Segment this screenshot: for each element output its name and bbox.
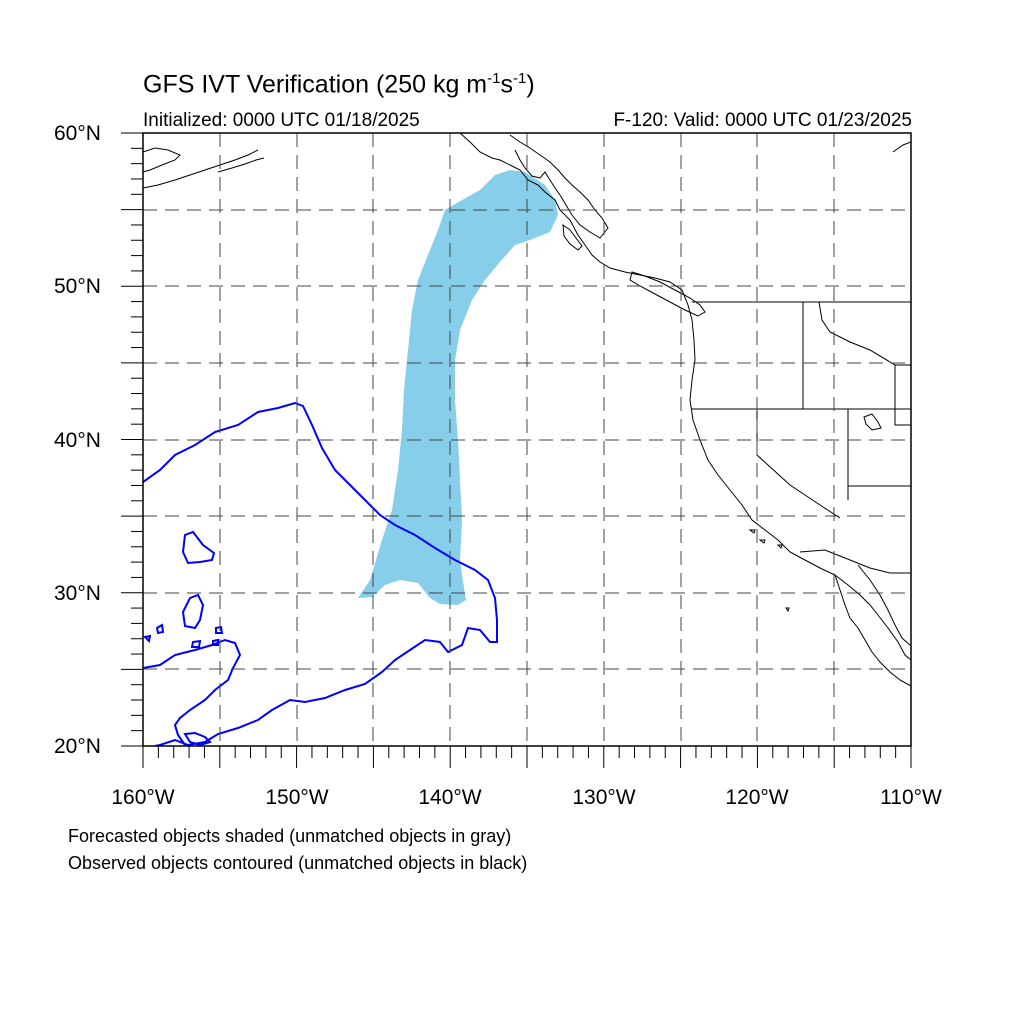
lat-label-40n: 40°N <box>54 429 101 452</box>
alaska-peninsula-coast <box>143 147 265 189</box>
lat-label-50n: 50°N <box>54 275 101 298</box>
observed-ivt-object <box>181 530 216 565</box>
observed-ivt-object <box>143 623 224 746</box>
gulf-of-california-coast <box>857 564 911 647</box>
observed-ivt-object <box>181 593 205 630</box>
observed-ivt-object <box>143 401 498 746</box>
graticule <box>143 133 911 746</box>
forecast-ivt-object <box>358 170 558 605</box>
lon-label-110w: 110°W <box>880 786 942 809</box>
lon-label-150w: 150°W <box>265 786 329 809</box>
vancouver-island <box>629 271 706 317</box>
lat-label-20n: 20°N <box>54 735 101 758</box>
state-borders <box>692 301 911 574</box>
lat-label-30n: 30°N <box>54 582 101 605</box>
north-america-coastline <box>459 133 911 661</box>
observed-legend-note: Observed objects contoured (unmatched ob… <box>68 853 528 873</box>
axis-ticks <box>121 132 912 768</box>
baja-coastline <box>834 574 911 687</box>
lon-label-130w: 130°W <box>572 786 636 809</box>
forecast-legend-note: Forecasted objects shaded (unmatched obj… <box>68 826 512 846</box>
lat-label-60n: 60°N <box>54 122 101 145</box>
initialized-time: Initialized: 0000 UTC 01/18/2025 <box>143 110 420 131</box>
lon-label-160w: 160°W <box>111 786 175 809</box>
chart-title: GFS IVT Verification (250 kg m-1s-1) <box>143 70 535 99</box>
observed-ivt-object <box>143 638 242 746</box>
lon-label-120w: 120°W <box>725 786 789 809</box>
channel-islands <box>748 529 790 613</box>
valid-time: F-120: Valid: 0000 UTC 01/23/2025 <box>613 110 912 131</box>
southeast-alaska-coast <box>509 134 609 239</box>
lon-label-140w: 140°W <box>418 786 482 809</box>
great-salt-lake <box>863 413 882 431</box>
northeast-coast-fragment <box>892 141 911 153</box>
haida-gwaii <box>562 223 583 251</box>
